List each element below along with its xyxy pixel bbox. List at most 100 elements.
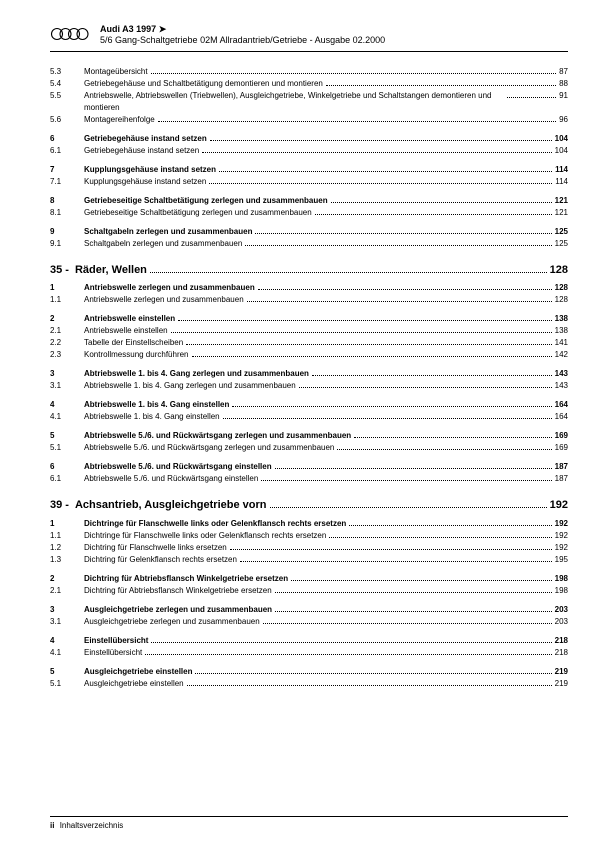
toc-entry: 4.1Einstellübersicht218	[50, 647, 568, 659]
header-brand: Audi A3 1997 ➤	[100, 24, 385, 35]
toc-entry-page: 198	[555, 573, 568, 585]
toc-entry-page: 143	[555, 380, 568, 392]
toc-entry: 5.1Ausgleichgetriebe einstellen219	[50, 678, 568, 690]
toc-entry: 9.1Schaltgabeln zerlegen und zusammenbau…	[50, 238, 568, 250]
toc-entry: 5.3Montageübersicht87	[50, 66, 568, 78]
toc-dots	[223, 413, 552, 419]
toc-entry-label: Antriebswelle zerlegen und zusammenbauen	[84, 282, 255, 294]
toc-entry: 6.1Getriebegehäuse instand setzen104	[50, 145, 568, 157]
toc-chapter-row: 35 -Räder, Wellen128	[50, 262, 568, 279]
toc-entry-num: 5.5	[50, 90, 84, 102]
toc-entry-page: 218	[555, 635, 568, 647]
toc-entry-label: Dichtring für Gelenkflansch rechts erset…	[84, 554, 237, 566]
toc-dots	[158, 116, 556, 122]
toc-entry-label: Abtriebswelle 1. bis 4. Gang einstellen	[84, 411, 220, 423]
toc-chapter-row: 39 -Achsantrieb, Ausgleichgetriebe vorn1…	[50, 497, 568, 514]
toc-entry: 8.1Getriebeseitige Schaltbetätigung zerl…	[50, 207, 568, 219]
toc-entry: 3.1Ausgleichgetriebe zerlegen und zusamm…	[50, 616, 568, 628]
toc-dots	[192, 351, 552, 357]
toc-entry-label: Tabelle der Einstellscheiben	[84, 337, 183, 349]
page-footer: ii Inhaltsverzeichnis	[50, 816, 568, 830]
toc-entry-label: Antriebswelle einstellen	[84, 325, 168, 337]
toc-entry-page: 138	[555, 313, 568, 325]
toc-entry-label: Schaltgabeln zerlegen und zusammenbauen	[84, 238, 242, 250]
toc-entry-page: 187	[555, 461, 568, 473]
toc-entry-page: 198	[555, 585, 568, 597]
toc-entry-label: Abtriebswelle 5./6. und Rückwärtsgang ze…	[84, 430, 351, 442]
toc-entry-page: 192	[555, 518, 568, 530]
toc-entry-label: Abtriebswelle 1. bis 4. Gang zerlegen un…	[84, 368, 309, 380]
toc-entry: 3Ausgleichgetriebe zerlegen und zusammen…	[50, 604, 568, 616]
table-of-contents: 5.3Montageübersicht875.4Getriebegehäuse …	[50, 66, 568, 807]
toc-entry: 1.3Dichtring für Gelenkflansch rechts er…	[50, 554, 568, 566]
toc-entry: 5Ausgleichgetriebe einstellen219	[50, 666, 568, 678]
toc-entry-label: Dichtring für Abtriebsflansch Winkelgetr…	[84, 585, 272, 597]
toc-entry: 2.1Dichtring für Abtriebsflansch Winkelg…	[50, 585, 568, 597]
toc-entry-num: 4.1	[50, 411, 84, 423]
toc-entry-num: 4	[50, 399, 84, 411]
header-subtitle: 5/6 Gang-Schaltgetriebe 02M Allradantrie…	[100, 35, 385, 46]
toc-entry-label: Dichtringe für Flanschwelle links oder G…	[84, 530, 326, 542]
toc-entry-num: 3	[50, 604, 84, 616]
toc-entry-num: 4	[50, 635, 84, 647]
toc-entry-label: Ausgleichgetriebe zerlegen und zusammenb…	[84, 616, 260, 628]
toc-entry-num: 5.4	[50, 78, 84, 90]
toc-dots	[247, 296, 552, 302]
toc-entry-page: 138	[555, 325, 568, 337]
toc-entry-label: Dichtringe für Flanschwelle links oder G…	[84, 518, 346, 530]
toc-entry-num: 2.1	[50, 585, 84, 597]
toc-dots	[258, 284, 552, 290]
toc-entry-label: Antriebswelle zerlegen und zusammenbauen	[84, 294, 244, 306]
toc-dots	[275, 463, 552, 469]
toc-entry-num: 8	[50, 195, 84, 207]
toc-dots	[145, 649, 551, 655]
toc-dots	[219, 166, 552, 172]
toc-entry-page: 141	[555, 337, 568, 349]
toc-entry-page: 114	[555, 164, 568, 176]
toc-entry: 6Getriebegehäuse instand setzen104	[50, 133, 568, 145]
toc-entry: 2.3Kontrollmessung durchführen142	[50, 349, 568, 361]
toc-entry-num: 8.1	[50, 207, 84, 219]
toc-entry-label: Getriebegehäuse und Schaltbetätigung dem…	[84, 78, 323, 90]
toc-chapter-label: Räder, Wellen	[75, 262, 147, 279]
toc-dots	[171, 327, 552, 333]
toc-chapter: 39 -Achsantrieb, Ausgleichgetriebe vorn1…	[50, 497, 568, 514]
toc-entry-num: 2	[50, 573, 84, 585]
toc-entry-num: 5	[50, 666, 84, 678]
toc-entry-page: 125	[555, 238, 568, 250]
toc-entry-label: Einstellübersicht	[84, 635, 148, 647]
toc-dots	[331, 197, 552, 203]
toc-dots	[349, 520, 551, 526]
toc-entry-page: 169	[555, 442, 568, 454]
toc-dots	[245, 240, 551, 246]
toc-entry-label: Antriebswelle einstellen	[84, 313, 175, 325]
toc-entry-label: Ausgleichgetriebe einstellen	[84, 678, 184, 690]
toc-entry-page: 121	[555, 195, 568, 207]
toc-entry-label: Abtriebswelle 5./6. und Rückwärtsgang ze…	[84, 442, 334, 454]
toc-entry-page: 192	[555, 542, 568, 554]
toc-entry-num: 2.3	[50, 349, 84, 361]
toc-entry: 1.1Antriebswelle zerlegen und zusammenba…	[50, 294, 568, 306]
toc-entry-page: 128	[555, 294, 568, 306]
toc-entry-label: Kupplungsgehäuse instand setzen	[84, 176, 206, 188]
toc-dots	[230, 544, 552, 550]
toc-entry-label: Ausgleichgetriebe einstellen	[84, 666, 192, 678]
toc-entry-num: 3.1	[50, 380, 84, 392]
toc-entry-page: 219	[555, 678, 568, 690]
toc-entry: 2Antriebswelle einstellen138	[50, 313, 568, 325]
toc-entry: 4.1Abtriebswelle 1. bis 4. Gang einstell…	[50, 411, 568, 423]
toc-entry-label: Abtriebswelle 5./6. und Rückwärtsgang ei…	[84, 473, 258, 485]
toc-entry-label: Einstellübersicht	[84, 647, 142, 659]
toc-entry-page: 187	[555, 473, 568, 485]
toc-entry: 1.2Dichtring für Flanschwelle links erse…	[50, 542, 568, 554]
toc-entry: 5Abtriebswelle 5./6. und Rückwärtsgang z…	[50, 430, 568, 442]
toc-dots	[354, 432, 551, 438]
toc-entry: 4Abtriebswelle 1. bis 4. Gang einstellen…	[50, 399, 568, 411]
header-text: Audi A3 1997 ➤ 5/6 Gang-Schaltgetriebe 0…	[100, 24, 385, 47]
toc-entry-num: 2.2	[50, 337, 84, 349]
toc-entry: 2.1Antriebswelle einstellen138	[50, 325, 568, 337]
toc-entry-label: Abtriebswelle 5./6. und Rückwärtsgang ei…	[84, 461, 272, 473]
toc-entry-num: 1	[50, 282, 84, 294]
toc-entry-num: 5	[50, 430, 84, 442]
toc-entry-page: 142	[555, 349, 568, 361]
